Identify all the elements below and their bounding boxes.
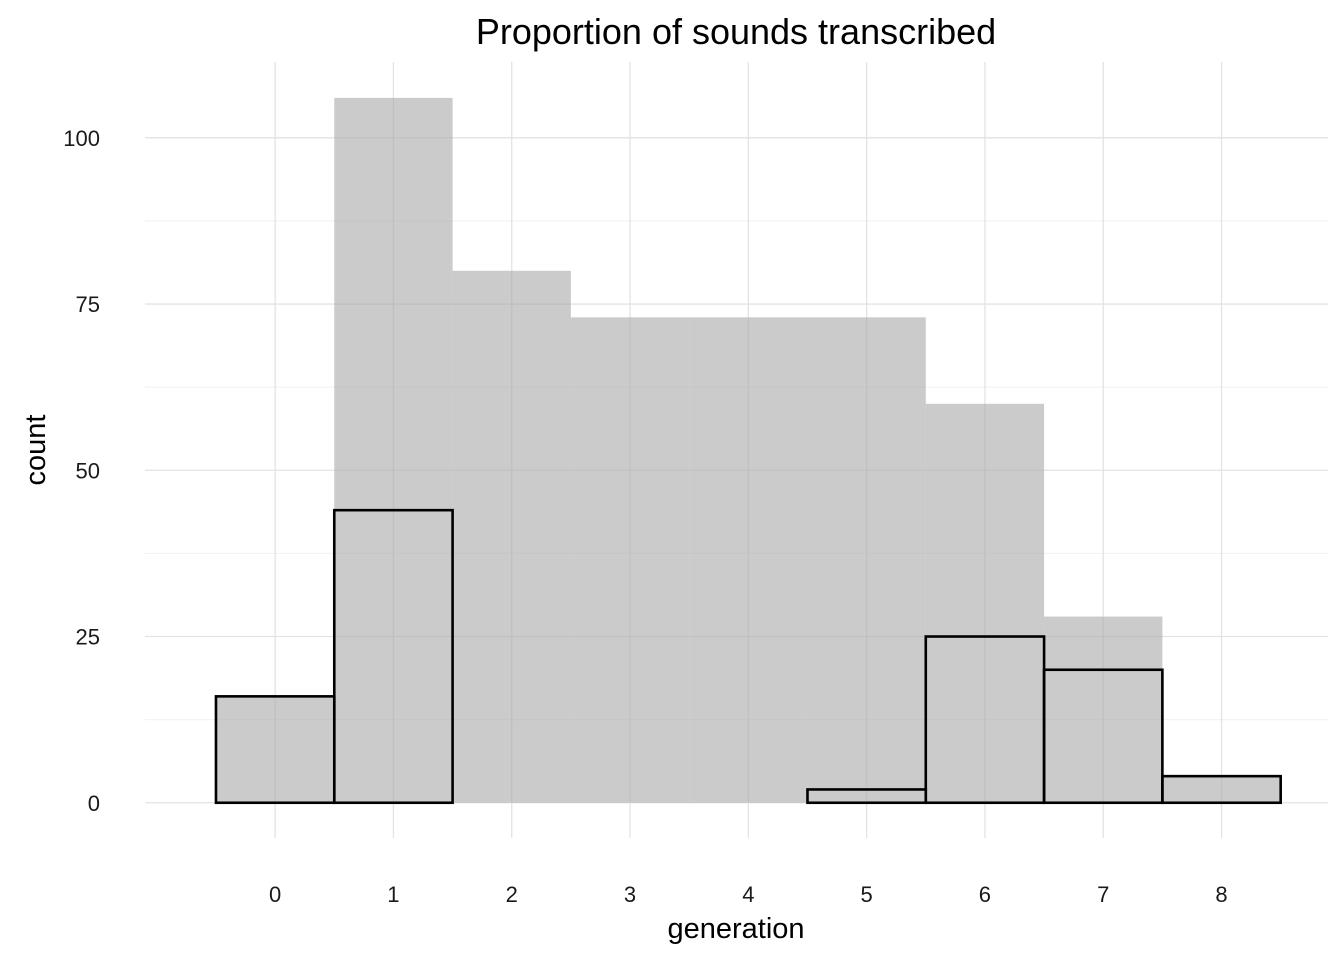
x-tick-label: 1 — [387, 882, 399, 907]
y-tick-label: 75 — [76, 292, 100, 317]
x-axis-title: generation — [667, 913, 804, 945]
bar-all-gen-8 — [1162, 776, 1281, 803]
bar-all-gen-1 — [334, 97, 453, 803]
chart-title: Proportion of sounds transcribed — [476, 11, 996, 52]
y-tick-label: 0 — [88, 791, 100, 816]
x-tick-label: 5 — [861, 882, 873, 907]
bar-all-gen-5 — [807, 317, 926, 803]
x-tick-label: 6 — [979, 882, 991, 907]
y-tick-label: 50 — [76, 458, 100, 483]
x-tick-label: 8 — [1215, 882, 1227, 907]
bar-all-gen-0 — [215, 696, 335, 803]
y-tick-label: 25 — [76, 625, 100, 650]
bar-transcribed-gen-7 — [1042, 668, 1164, 805]
bar-all-gen-7 — [1044, 616, 1163, 803]
bar-transcribed-gen-8 — [1161, 774, 1282, 805]
bar-transcribed-gen-1 — [332, 508, 454, 805]
y-tick-label: 100 — [63, 126, 100, 151]
bar-all-gen-2 — [452, 270, 571, 803]
bars-transcribed-sounds — [214, 508, 1282, 805]
bar-all-gen-3 — [570, 317, 690, 803]
bar-all-gen-6 — [925, 403, 1045, 803]
x-tick-label: 7 — [1097, 882, 1109, 907]
x-tick-label: 0 — [269, 882, 281, 907]
bar-all-gen-4 — [689, 317, 808, 803]
x-tick-label: 3 — [624, 882, 636, 907]
x-tick-labels: 0 1 2 3 4 5 6 7 8 — [269, 882, 1228, 907]
bars-all-sounds — [215, 97, 1281, 803]
y-tick-labels: 0 25 50 75 100 — [63, 126, 100, 816]
x-tick-label: 2 — [506, 882, 518, 907]
x-tick-label: 4 — [742, 882, 754, 907]
y-axis-title: count — [20, 415, 52, 486]
